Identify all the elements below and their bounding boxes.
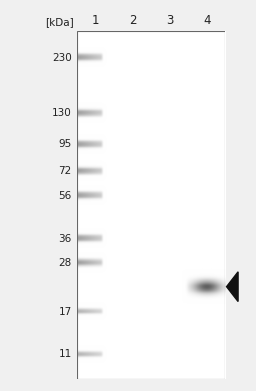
Text: 3: 3 bbox=[166, 14, 173, 27]
Polygon shape bbox=[227, 272, 238, 301]
Text: 72: 72 bbox=[58, 166, 72, 176]
Text: 4: 4 bbox=[203, 14, 210, 27]
Text: 17: 17 bbox=[58, 307, 72, 317]
Text: 56: 56 bbox=[58, 190, 72, 201]
Text: 230: 230 bbox=[52, 53, 72, 63]
Text: 11: 11 bbox=[58, 349, 72, 359]
Text: 130: 130 bbox=[52, 108, 72, 118]
Text: [kDa]: [kDa] bbox=[46, 17, 74, 27]
Text: 2: 2 bbox=[129, 14, 136, 27]
Text: 95: 95 bbox=[58, 139, 72, 149]
Text: 1: 1 bbox=[92, 14, 99, 27]
Text: 28: 28 bbox=[58, 258, 72, 268]
Text: 36: 36 bbox=[58, 234, 72, 244]
